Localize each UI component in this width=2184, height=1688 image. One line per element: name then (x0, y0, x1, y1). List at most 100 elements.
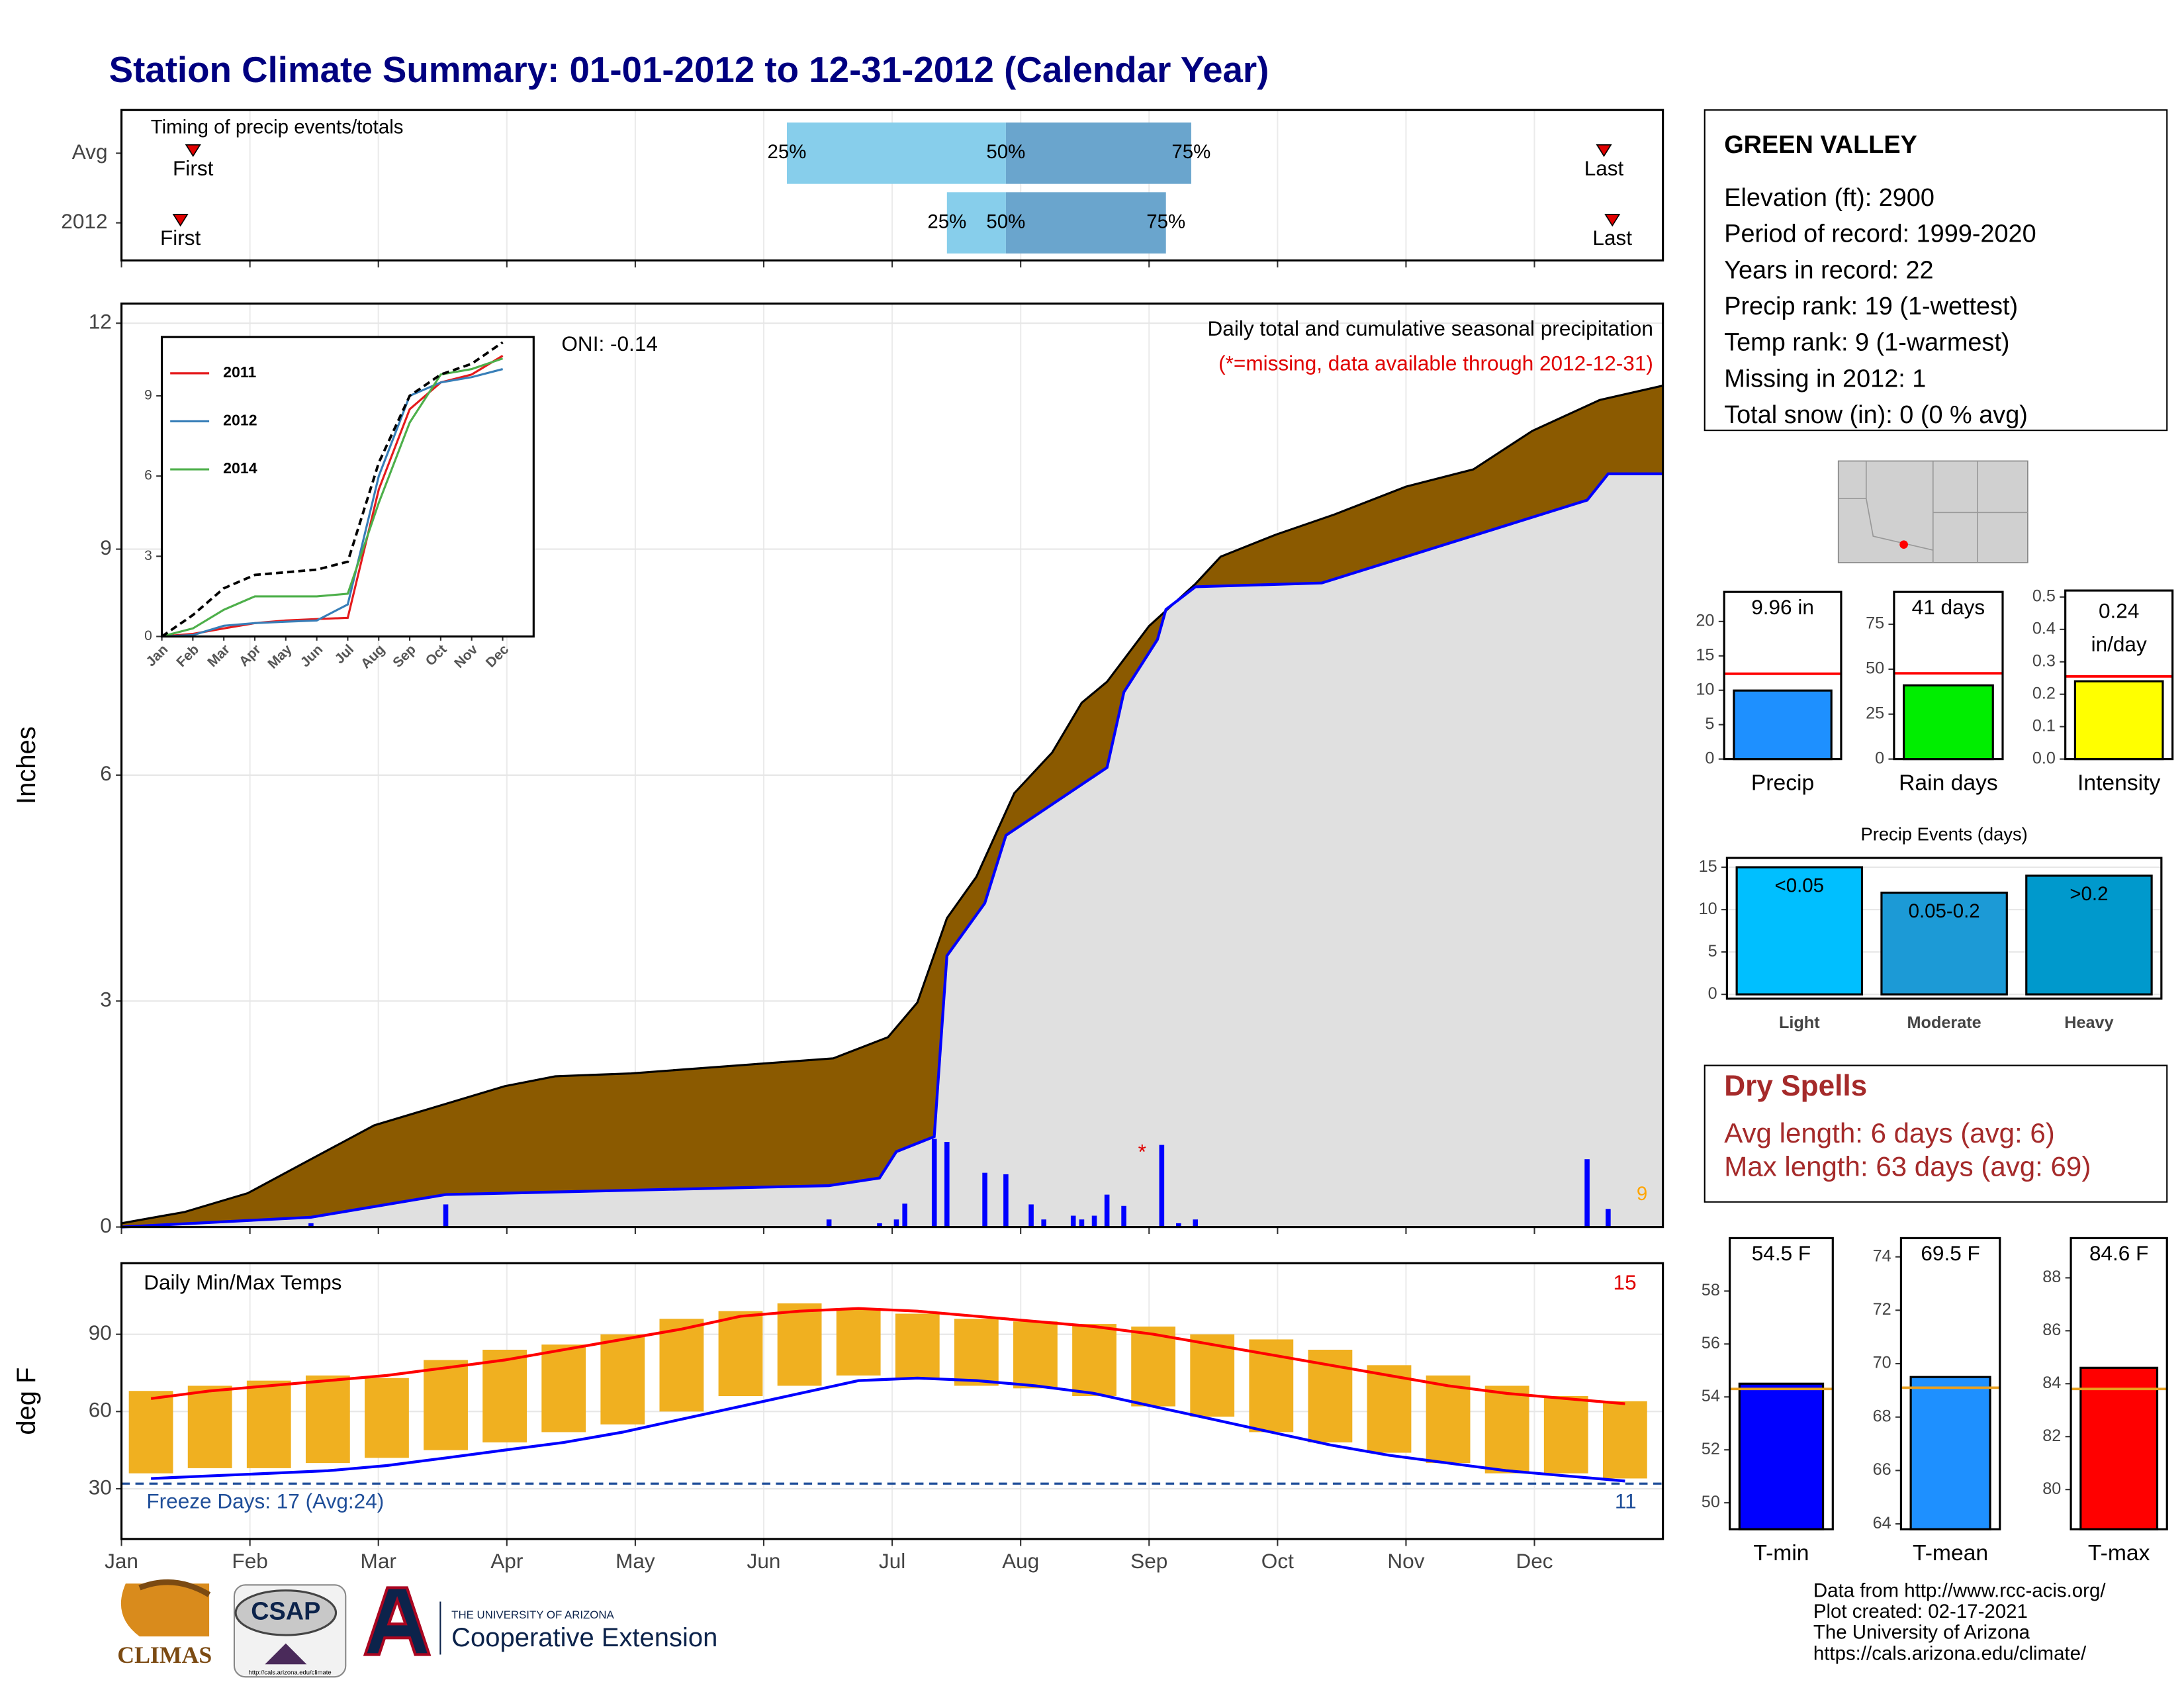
y-tick-label: 10 (1696, 680, 1714, 698)
annotation: 9 (1637, 1183, 1647, 1205)
daily-bar (1176, 1223, 1181, 1227)
bar (1735, 866, 1864, 996)
y-tick-label: 84 (2042, 1374, 2061, 1392)
temp-range-bar (1072, 1324, 1116, 1396)
y-tick-label: 52 (1702, 1440, 1720, 1458)
station-info: Missing in 2012: 1 (1724, 365, 1926, 393)
y-tick-label: 0.0 (2032, 749, 2056, 767)
value-label: 84.6 F (2089, 1241, 2148, 1265)
timing-label: Last (1584, 156, 1624, 180)
x-tick-label: Intensity (2077, 771, 2161, 795)
annotation: 15 (1614, 1270, 1637, 1294)
quartile-bar (786, 122, 1006, 184)
plot-frame (1725, 857, 2163, 1000)
y-tick-label: 5 (1705, 714, 1714, 733)
y-tick-label: 0 (144, 628, 152, 643)
temp-range-bar (1543, 1395, 1588, 1474)
y-tick-label: 66 (1873, 1460, 1891, 1479)
daily-bar (308, 1223, 314, 1227)
y-tick-label: 56 (1702, 1334, 1720, 1352)
y-tick-label: 64 (1873, 1514, 1891, 1532)
quartile-label: 50% (986, 211, 1025, 232)
y-tick-label: 0.4 (2032, 620, 2056, 638)
x-tick-label: Oct (1261, 1549, 1294, 1573)
plot-frame (2070, 1237, 2168, 1530)
credit-line: Data from http://www.rcc-acis.org/ (1813, 1580, 2106, 1602)
station-info: Years in record: 22 (1724, 256, 1933, 284)
value-label: 9.96 in (1751, 595, 1814, 619)
y-tick-label: 74 (1873, 1246, 1891, 1265)
daily-bar (443, 1204, 449, 1227)
y-tick-label: 75 (1866, 614, 1884, 633)
x-tick-label: Apr (490, 1549, 523, 1573)
daily-bar (1104, 1194, 1110, 1227)
logo-text: CSAP (251, 1597, 320, 1625)
quartile-bar (1005, 192, 1166, 254)
y-tick-label: 0.5 (2032, 587, 2056, 606)
plot-frame (120, 109, 1664, 262)
ua-logo (363, 1586, 432, 1656)
csap-mountain (265, 1643, 307, 1665)
bar (2079, 1366, 2159, 1530)
x-tick-label: Rain days (1899, 771, 1998, 795)
x-tick-label: Sep (1130, 1549, 1167, 1573)
y-tick-label: 60 (89, 1398, 112, 1422)
temp-range-bar (1367, 1365, 1412, 1453)
plot-frame (120, 303, 1664, 1229)
temp-range-bar (128, 1391, 173, 1474)
y-tick-label: 50 (1702, 1493, 1720, 1511)
daily-bar (1584, 1159, 1590, 1227)
temp-range-bar (836, 1308, 881, 1376)
plot-frame (1729, 1237, 1834, 1530)
chart-title: Timing of precip events/totals (151, 116, 404, 138)
temp-range-bar (1426, 1375, 1471, 1464)
y-tick-label: 80 (2042, 1479, 2061, 1498)
daily-bar (944, 1142, 950, 1227)
dry-spell-line: Avg length: 6 days (avg: 6) (1724, 1117, 2055, 1149)
temp-range-bar (482, 1349, 527, 1443)
quartile-label: 75% (1171, 141, 1210, 163)
daily-bar (1028, 1204, 1034, 1227)
value-label: 69.5 F (1921, 1241, 1979, 1265)
cumulative-line (121, 472, 1663, 1229)
y-tick-label: 25 (1866, 704, 1884, 722)
quartile-label: 25% (927, 211, 966, 232)
daily-bar (1121, 1205, 1126, 1227)
legend-label: 2011 (223, 363, 256, 381)
temp-range-bar (600, 1334, 645, 1425)
y-tick-label: 15 (1699, 857, 1717, 876)
y-category-label: 2012 (61, 209, 107, 233)
chart-title: Precip Events (days) (1860, 824, 2027, 845)
daily-bar (1041, 1219, 1046, 1227)
y-tick-label: 5 (1708, 942, 1717, 961)
temp-range-bar (365, 1378, 409, 1458)
y-tick-label: 0 (1705, 749, 1714, 767)
value-label: 41 days (1912, 595, 1985, 619)
y-tick-label: 9 (144, 388, 152, 403)
daily-bar (1193, 1219, 1199, 1227)
x-tick-label: Aug (1002, 1549, 1039, 1573)
y-tick-label: 68 (1873, 1407, 1891, 1425)
station-name: GREEN VALLEY (1724, 131, 1917, 159)
y-tick-label: 30 (89, 1475, 112, 1499)
temp-range-bar (424, 1360, 468, 1450)
x-tick-label: Jul (879, 1549, 905, 1573)
plot-frame (160, 336, 535, 638)
credit-line: Plot created: 02-17-2021 (1813, 1601, 2028, 1622)
logo-text: CLIMAS (117, 1642, 212, 1668)
daily-bar (1159, 1145, 1165, 1227)
map (1837, 460, 2028, 563)
daily-bar (982, 1172, 987, 1227)
climas-logo (120, 1583, 210, 1637)
annotation: ONI: -0.14 (561, 332, 658, 355)
y-tick-label: 0.1 (2032, 716, 2056, 735)
annotation: (*=missing, data available through 2012-… (1218, 352, 1653, 375)
plot-frame (1899, 1237, 2001, 1530)
y-tick-label: 6 (144, 468, 152, 483)
station-info: Precip rank: 19 (1-wettest) (1724, 293, 2018, 320)
timing-label: Last (1592, 226, 1632, 250)
timing-marker (185, 144, 201, 158)
y-tick-label: 50 (1866, 659, 1884, 678)
logo-text: Cooperative Extension (451, 1623, 717, 1652)
